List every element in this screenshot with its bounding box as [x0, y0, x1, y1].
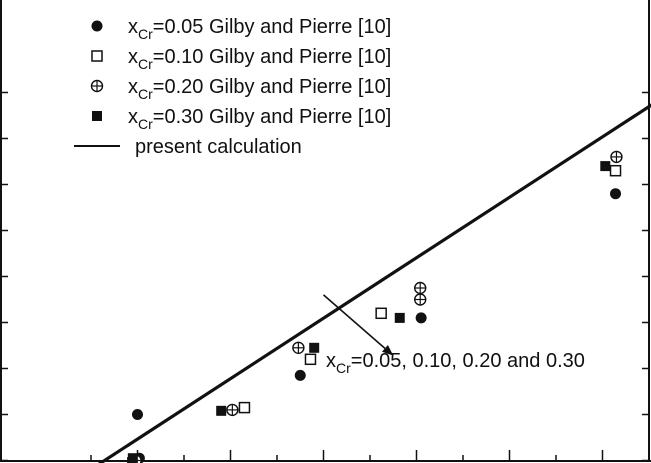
data-point-open-square-s2-p3 — [304, 353, 317, 366]
data-point-filled-square-s4-p4 — [394, 312, 405, 323]
legend-label-series-3: xCr=0.20 Gilby and Pierre [10] — [128, 76, 391, 102]
annotation-arrowhead — [382, 345, 394, 356]
legend-marker-filled-square — [92, 111, 102, 121]
calculation-line-layer — [97, 103, 651, 463]
annotation-arrow — [322, 294, 386, 350]
legend-label-series-2: xCr=0.10 Gilby and Pierre [10] — [128, 46, 391, 72]
present-calculation-line — [97, 103, 651, 463]
legend-marker-filled-circle — [91, 20, 103, 32]
legend-label-series-5: present calculation — [135, 136, 302, 158]
annotation: xCr=0.05, 0.10, 0.20 and 0.30 — [322, 294, 585, 376]
legend-marker-open-square — [91, 50, 103, 62]
data-point-filled-circle-s1-p2 — [132, 409, 143, 420]
data-point-open-square-s2-p2 — [238, 401, 251, 414]
data-point-open-square-s2-p5 — [609, 164, 622, 177]
data-point-open-square-s2-p4 — [375, 307, 387, 320]
data-point-filled-square-s4-p3 — [309, 342, 320, 353]
data-point-filled-square-s4-p5 — [600, 161, 611, 172]
legend-marker-circle-plus — [90, 79, 104, 93]
legend-label-series-4: xCr=0.30 Gilby and Pierre [10] — [128, 106, 391, 132]
data-point-filled-square-s4-p2 — [216, 405, 227, 416]
data-markers — [127, 150, 623, 463]
data-point-circle-plus-s3-p4 — [414, 293, 427, 306]
data-point-circle-plus-s3-p3 — [292, 341, 305, 354]
annotation-label: xCr=0.05, 0.10, 0.20 and 0.30 — [326, 350, 585, 376]
data-point-filled-circle-s1-p4 — [415, 312, 427, 324]
data-point-circle-plus-s3-p2 — [226, 403, 239, 417]
data-point-circle-plus-s3-p6 — [610, 150, 623, 164]
legend: xCr=0.05 Gilby and Pierre [10] xCr=0.10 … — [74, 16, 391, 158]
legend-label-series-1: xCr=0.05 Gilby and Pierre [10] — [128, 16, 391, 42]
data-point-filled-circle-s1-p3 — [294, 369, 306, 381]
data-point-circle-plus-s3-p5 — [414, 281, 427, 295]
data-point-filled-circle-s1-p5 — [610, 188, 622, 200]
data-point-filled-square-s4-p1 — [127, 453, 138, 463]
